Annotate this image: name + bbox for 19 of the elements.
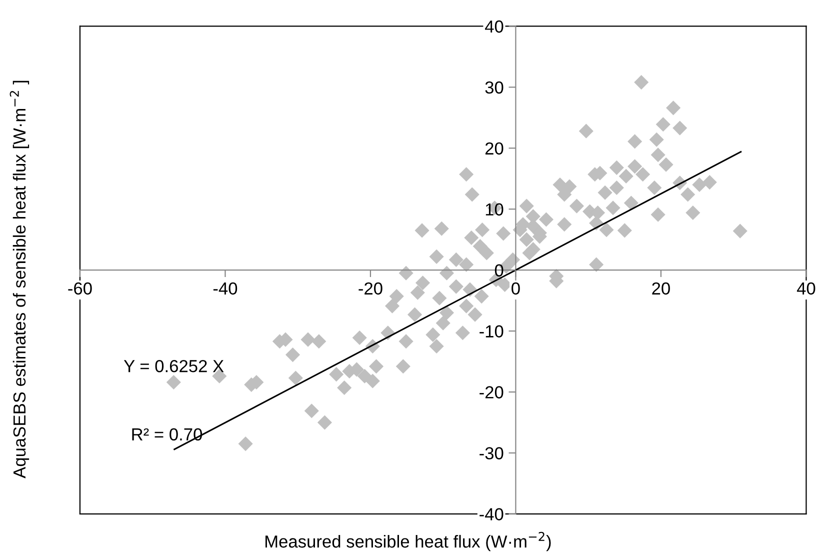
y-tick-label: 40 [484, 20, 504, 33]
annotation: R² = 0.70 [132, 428, 202, 441]
y-tick-label: -30 [480, 447, 504, 460]
y-axis-title: AquaSEBS estimates of sensible heat flux [W·m$^{−2}$ ] [10, 80, 30, 478]
y-tick-label: 0 [494, 264, 504, 277]
x-tick-label: -20 [358, 282, 382, 295]
x-tick-label: 20 [652, 282, 670, 295]
x-tick-label: -60 [68, 282, 92, 295]
x-tick-label: -40 [213, 282, 238, 295]
y-tick-label: 20 [485, 142, 504, 155]
annotation: Y = 0.6252 X [124, 360, 224, 372]
y-tick-label: -40 [480, 508, 504, 520]
x-tick-label: 0 [512, 282, 520, 295]
x-axis-title: Measured sensible heat flux (W·m$^{−2}$) [266, 532, 551, 552]
y-tick-label: 30 [485, 81, 504, 94]
y-tick-label: -20 [480, 386, 504, 398]
y-tick-label: 10 [486, 203, 504, 216]
x-tick-label: 40 [796, 282, 816, 295]
y-tick-label: -10 [480, 325, 504, 338]
